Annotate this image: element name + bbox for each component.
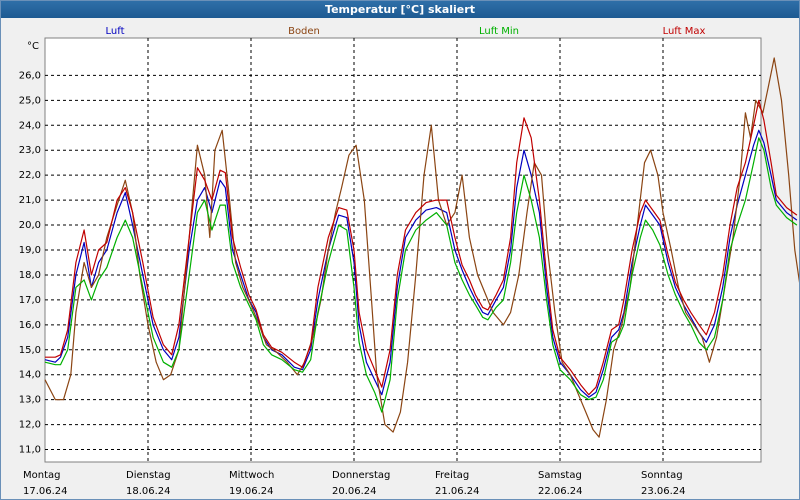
temperature-chart: Luft Boden Luft Min Luft Max °C 11,0 12,0 13,… (19, 26, 799, 497)
y-tick-label: 11,0 (19, 445, 41, 456)
x-tick-date: 21.06.24 (435, 486, 480, 497)
series-line-luft-max (45, 99, 798, 396)
y-tick-label: 22,0 (19, 170, 41, 181)
y-axis-ticks: 11,0 12,0 13,0 14,0 15,0 16,0 17,0 18,0 19,0 20,0… (19, 70, 41, 455)
y-tick-label: 18,0 (19, 270, 41, 281)
x-tick-date: 23.06.24 (641, 486, 686, 497)
y-tick-label: 26,0 (19, 70, 41, 81)
y-tick-label: 17,0 (19, 295, 41, 306)
legend-entry: Luft (106, 26, 125, 37)
x-tick-weekday: Dienstag (126, 470, 171, 481)
legend: Luft Boden Luft Min Luft Max (106, 26, 706, 37)
x-tick-weekday: Donnerstag (332, 470, 390, 481)
series-line-luft-min (44, 137, 798, 413)
x-tick-date: 19.06.24 (229, 486, 274, 497)
y-tick-label: 12,0 (19, 420, 41, 431)
legend-entry: Boden (288, 26, 320, 37)
x-tick-date: 20.06.24 (332, 486, 377, 497)
x-tick-weekday: Sonntag (641, 470, 683, 481)
x-tick-date: 22.06.24 (538, 486, 583, 497)
y-tick-label: 15,0 (19, 345, 41, 356)
series-lines (44, 57, 799, 438)
y-tick-label: 19,0 (19, 245, 41, 256)
y-tick-label: 20,0 (19, 220, 41, 231)
x-tick-weekday: Freitag (435, 470, 469, 481)
window-title: Temperatur [°C] skaliert (1, 1, 799, 18)
legend-entry: Luft Max (663, 26, 706, 37)
legend-entry: Luft Min (479, 26, 519, 37)
x-tick-weekday: Mittwoch (229, 470, 274, 481)
x-axis-ticks: Montag 17.06.24 Dienstag 18.06.24 Mittwoch 19… (23, 470, 686, 497)
y-tick-label: 23,0 (19, 145, 41, 156)
y-tick-label: 21,0 (19, 195, 41, 206)
x-tick-date: 17.06.24 (23, 486, 68, 497)
y-tick-label: 14,0 (19, 370, 41, 381)
y-tick-label: 13,0 (19, 395, 41, 406)
x-tick-date: 18.06.24 (126, 486, 171, 497)
y-tick-label: 16,0 (19, 320, 41, 331)
y-tick-label: 25,0 (19, 95, 41, 106)
grid (45, 38, 761, 462)
y-tick-label: 24,0 (19, 120, 41, 131)
x-tick-weekday: Montag (23, 470, 60, 481)
y-axis-label: °C (27, 41, 39, 52)
x-tick-weekday: Samstag (538, 470, 582, 481)
